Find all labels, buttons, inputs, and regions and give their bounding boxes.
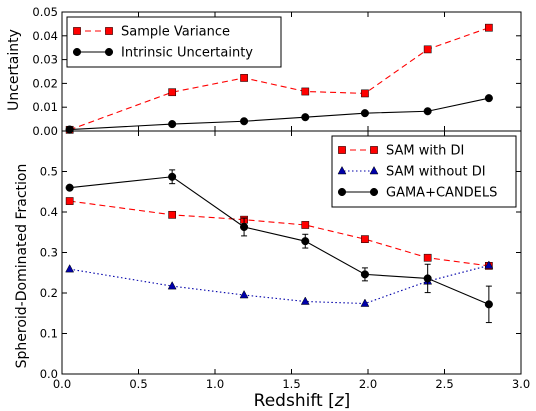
bottom-legend-marker [337,165,347,175]
bottom-legend-label: SAM without DI [386,165,486,180]
bottom-data-point [65,197,74,205]
bottom-data-point [168,172,177,181]
xtick-label: 0.5 [129,377,147,391]
top-legend-box [66,16,282,68]
bottom-data-point [484,300,493,309]
bottom-legend-label: SAM with DI [386,144,464,159]
x-axis-title-variable: z [334,391,345,411]
bottom-data-point [168,210,177,219]
top-legend-label: Intrinsic Uncertainty [121,46,253,61]
bottom-legend-marker [369,187,379,197]
bottom-legend-entry: SAM with DI [338,144,464,159]
top-panel: 0.00 0.01 0.02 0.03 0.04 0.05 Sample Variance I… [32,5,522,138]
bottom-data-point [301,221,310,229]
top-ytick-label: 0.02 [32,76,58,90]
bottom-ytick-label: 0.4 [40,205,58,219]
top-ytick-label: 0.00 [32,124,58,138]
top-legend-marker [72,47,82,57]
top-data-point [65,125,74,134]
bottom-legend-marker [369,165,379,175]
bottom-data-point [361,235,369,243]
top-ylabel: Uncertainty [6,29,22,111]
bottom-ytick-label: 0.3 [40,246,58,260]
top-ytick-label: 0.01 [32,100,58,114]
top-ytick-label: 0.04 [32,29,58,43]
bottom-data-point [423,253,432,262]
bottom-ytick-label: 0.2 [40,286,58,300]
top-legend: Sample Variance Intrinsic Uncertainty [66,16,282,68]
bottom-data-point [239,289,249,299]
bottom-data-point [65,264,75,273]
top-series-0 [65,23,493,134]
top-legend-entry: Intrinsic Uncertainty [72,46,253,61]
top-legend-marker [104,47,114,57]
top-data-point [168,120,177,129]
top-legend-label: Sample Variance [121,25,230,40]
xtick-label: 2.5 [435,377,453,391]
xtick-label: 3.0 [512,377,530,391]
bottom-data-point [65,183,74,192]
top-legend-marker [73,27,81,35]
bottom-ylabel: Spheroid-Dominated Fraction [14,164,30,369]
bottom-data-point [300,296,310,305]
top-data-point [360,109,369,118]
top-data-point [240,117,249,126]
bottom-legend-entry: GAMA+CANDELS [337,186,497,201]
top-data-point [301,113,310,122]
bottom-data-point [360,270,369,279]
top-data-point [361,89,369,98]
xtick-label: 2.0 [359,377,377,391]
bottom-data-point [301,237,310,246]
top-data-point [423,45,432,54]
bottom-data-point [423,274,432,283]
bottom-legend-label: GAMA+CANDELS [386,186,497,201]
x-axis-title-bracket-open: [ [328,391,335,411]
bottom-data-point [167,281,177,290]
bottom-data-point [240,222,249,232]
top-legend-entry: Sample Variance [73,25,230,40]
xtick-label: 1.0 [206,377,224,391]
top-ytick-label: 0.05 [32,5,58,19]
x-axis-title-bracket-close: ] [344,391,351,411]
bottom-legend: SAM with DI SAM without DI GAMA+CANDELS [331,135,517,208]
xtick-label: 1.5 [282,377,300,391]
bottom-panel: 0.0 0.1 0.2 0.3 0.4 0.5 0.0 0.5 1.0 1.5 2.0 2.5 3.0 S… [40,130,530,391]
top-data-point [485,23,493,32]
top-data-point [423,107,432,116]
bottom-ytick-label: 0.5 [40,165,58,179]
x-axis-title: Redshift [z] [254,391,351,411]
bottom-legend-marker [370,146,378,154]
top-legend-marker [105,27,113,35]
top-data-point [301,87,310,96]
top-data-point [240,74,248,82]
top-series-1 [65,94,493,134]
top-data-point [168,88,177,97]
xtick-label: 0.0 [53,377,71,391]
bottom-ytick-label: 0.1 [40,327,58,341]
bottom-data-point [484,260,494,269]
top-data-point [484,94,493,103]
bottom-ytick-label: 0.0 [40,367,58,381]
bottom-legend-marker [337,187,347,197]
bottom-series-2 [65,169,493,324]
bottom-data-point [360,298,370,307]
x-axis-title-prefix: Redshift [254,391,328,411]
bottom-legend-box [331,135,517,208]
top-ytick-label: 0.03 [32,53,58,67]
bottom-legend-marker [338,146,346,154]
bottom-legend-entry: SAM without DI [337,165,486,180]
